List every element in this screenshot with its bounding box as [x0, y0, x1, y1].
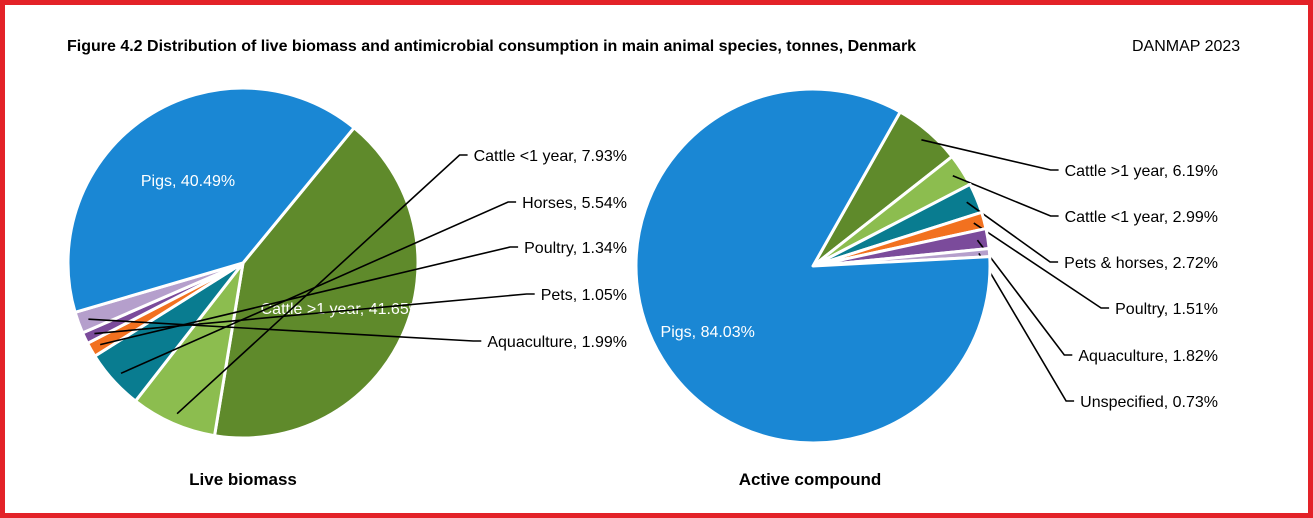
slice-label-pigs: Pigs, 84.03%: [661, 324, 755, 341]
callout-label-aquaculture: Aquaculture, 1.82%: [1078, 348, 1218, 365]
callout-label-cattle-1-year: Cattle <1 year, 2.99%: [1065, 209, 1218, 226]
leader-line-horses: [120, 201, 517, 375]
slice-label-pigs: Pigs, 40.49%: [141, 173, 235, 190]
callout-label-cattle-1-year: Cattle >1 year, 6.19%: [1065, 163, 1218, 180]
pie-slice-cattle-1-year: [213, 126, 420, 440]
pie-slice-pigs: [66, 86, 356, 314]
figure-source: DANMAP 2023: [1132, 38, 1241, 55]
leader-line-cattle-1-year: [921, 139, 1059, 171]
pie-slice-pigs: [634, 87, 992, 445]
pie-chart-2: Cattle >1 year, 6.19% Cattle <1 year, 2.9…: [634, 87, 1218, 489]
leader-line-cattle-1-year: [952, 175, 1059, 217]
leader-line-aquaculture: [88, 318, 482, 342]
callout-label-cattle-1-year: Cattle <1 year, 7.93%: [474, 148, 627, 165]
callout-label-poultry: Poultry, 1.51%: [1115, 301, 1218, 318]
figure-title: Figure 4.2 Distribution of live biomass …: [67, 38, 917, 55]
pie-chart-1: Cattle >1 year, 41.65% Cattle <1 year, 7.…: [66, 86, 627, 489]
callout-label-poultry: Poultry, 1.34%: [524, 240, 627, 257]
leader-line-aquaculture: [976, 239, 1073, 356]
leader-line-cattle-1-year: [176, 154, 468, 415]
callout-label-horses: Horses, 5.54%: [522, 195, 627, 212]
callout-label-aquaculture: Aquaculture, 1.99%: [487, 334, 627, 351]
leader-line-unspecified: [978, 252, 1075, 402]
leader-line-poultry: [100, 246, 519, 346]
leader-line-poultry: [973, 222, 1110, 309]
leader-line-pets: [94, 293, 535, 335]
callout-label-pets-horses: Pets & horses, 2.72%: [1064, 255, 1218, 272]
slice-label-cattle-1-year: Cattle >1 year, 41.65%: [261, 301, 423, 318]
pie-caption-1: Live biomass: [189, 470, 297, 489]
pie-caption-2: Active compound: [739, 470, 882, 489]
callout-label-unspecified: Unspecified, 0.73%: [1080, 394, 1218, 411]
leader-line-pets-horses: [966, 201, 1059, 263]
callout-label-pets: Pets, 1.05%: [541, 287, 627, 304]
